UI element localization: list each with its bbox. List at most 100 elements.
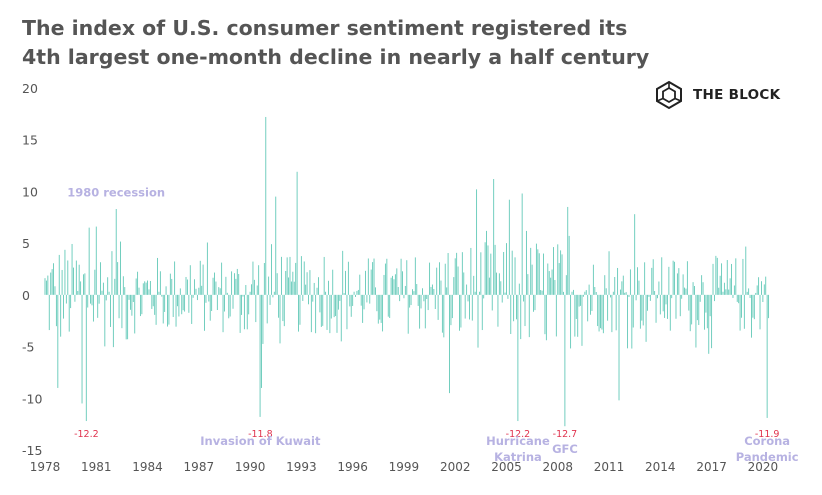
bar: [201, 285, 203, 295]
bar: [534, 294, 536, 311]
bar: [655, 294, 657, 323]
bar: [325, 291, 327, 295]
x-tick-label: 2017: [696, 460, 727, 474]
bar: [433, 288, 435, 295]
bar: [702, 282, 704, 295]
bar: [380, 294, 382, 323]
bar: [65, 294, 67, 304]
bar: [115, 209, 117, 295]
bar: [553, 247, 554, 295]
bar: [286, 257, 288, 295]
bar: [138, 287, 140, 295]
bar: [152, 294, 154, 307]
bar: [144, 281, 146, 295]
bar: [64, 249, 66, 295]
bar: [718, 287, 720, 295]
x-tick-label: 2002: [440, 460, 471, 474]
bar: [179, 288, 181, 295]
bar: [104, 294, 106, 347]
bar: [312, 294, 314, 302]
bar: [95, 226, 97, 295]
bar: [558, 263, 560, 295]
bar: [84, 273, 86, 295]
bar: [751, 294, 752, 338]
bar: [135, 278, 137, 295]
bar: [647, 294, 648, 311]
bar: [397, 287, 399, 295]
bar: [728, 289, 730, 295]
bar: [716, 257, 718, 295]
bar: [517, 294, 519, 422]
bar: [487, 245, 489, 295]
bar: [713, 294, 715, 302]
bar: [228, 294, 230, 319]
bar: [705, 294, 707, 313]
bar: [249, 291, 251, 295]
bar: [484, 242, 486, 295]
bar: [494, 244, 496, 295]
bar: [253, 279, 255, 295]
bar: [644, 262, 646, 295]
bar: [353, 291, 355, 295]
bar: [594, 287, 596, 295]
bar: [159, 271, 161, 295]
bar: [271, 244, 272, 295]
bar: [551, 269, 553, 295]
bar: [347, 261, 349, 295]
bar: [507, 294, 509, 299]
bar: [192, 294, 194, 298]
bar: [61, 269, 63, 295]
bar: [441, 294, 443, 333]
bar: [698, 294, 700, 325]
bar: [54, 286, 56, 295]
bar: [555, 294, 557, 337]
bar: [708, 294, 710, 354]
annotation-label: Pandemic: [736, 450, 799, 464]
annotation-label: Katrina: [494, 450, 542, 464]
bar: [92, 294, 94, 322]
bar: [48, 294, 50, 331]
bar: [706, 294, 708, 329]
bar: [439, 262, 440, 295]
bar: [585, 290, 587, 295]
bar: [755, 292, 757, 295]
bar: [570, 294, 572, 349]
bar: [622, 275, 624, 295]
bar: [355, 294, 356, 297]
bar: [273, 291, 275, 295]
bar: [280, 256, 282, 295]
bar: [478, 291, 480, 295]
bar: [699, 294, 701, 302]
bar: [268, 276, 270, 295]
brand-name: THE BLOCK: [693, 87, 781, 103]
bar: [423, 294, 425, 302]
bar: [679, 294, 681, 317]
bar: [628, 294, 630, 298]
bar: [611, 294, 613, 333]
annotation-label: Hurricane: [486, 434, 550, 448]
bar: [337, 294, 339, 310]
bar: [407, 294, 409, 334]
bar: [753, 294, 755, 320]
annotation-value: -11.9: [755, 429, 780, 440]
bar: [748, 288, 750, 295]
bar: [527, 274, 529, 295]
bar: [759, 294, 761, 330]
bar: [548, 271, 550, 295]
bar: [501, 294, 503, 303]
bar: [632, 294, 634, 328]
bar: [665, 294, 667, 305]
bar: [528, 294, 530, 338]
bar: [184, 294, 186, 312]
bar: [346, 294, 348, 330]
bar: [624, 292, 626, 295]
bar: [165, 286, 167, 295]
bar: [652, 259, 654, 295]
bar: [315, 294, 317, 334]
y-tick-label: 10: [22, 184, 38, 199]
bar: [293, 281, 295, 295]
bar: [666, 294, 668, 319]
bar: [215, 281, 217, 295]
bar: [587, 294, 589, 322]
bar: [199, 260, 201, 295]
